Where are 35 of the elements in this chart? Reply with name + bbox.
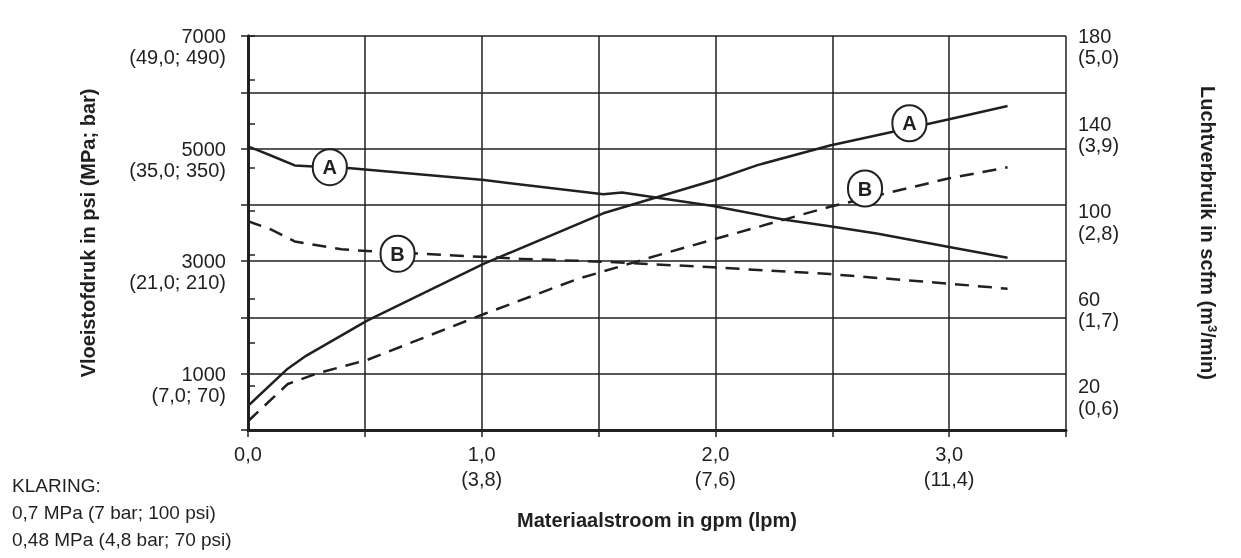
x-axis-title: Materiaalstroom in gpm (lpm) [516, 509, 798, 531]
text: (7,0; 70) [151, 383, 226, 406]
annotation: A [902, 112, 917, 135]
y-tick-label: 5000 [181, 137, 226, 160]
annotation: B [390, 242, 405, 265]
y2-tick-label: 60 [1078, 287, 1101, 310]
annotation: B [857, 177, 873, 200]
y3-tick-label: (1,7) [1078, 309, 1120, 332]
x-tick-label: 3,0 [935, 443, 964, 465]
y2-tick-label: 100 [1078, 200, 1112, 223]
x2-tick-label: (7,6) [694, 468, 736, 490]
y3-tick-label: (3,9) [1078, 134, 1120, 157]
y-tick-label: 3000 [181, 250, 226, 273]
text: 0,7 MPa (7 bar; 100 psi) [12, 502, 216, 523]
y-tick-label: 7000 [181, 25, 226, 47]
y3-tick-label: (2,8) [1078, 221, 1120, 244]
text: KLARING: [12, 475, 101, 496]
x2-tick-label: (3,8) [461, 468, 503, 490]
text: 0,48 MPa (4,8 bar; 70 psi) [12, 529, 232, 550]
text: (49,0; 490) [129, 46, 226, 68]
annotation: A [322, 156, 338, 179]
x-tick-label: 2,0 [701, 443, 730, 465]
y-tick-label: 1000 [181, 362, 226, 385]
y-axis-title: Vloeistofdruk in psi (MPa; bar) [77, 88, 99, 378]
text: (35,0; 350) [129, 158, 226, 181]
x-tick-label: 0,0 [234, 443, 262, 465]
x2-tick-label: (11,4) [923, 468, 975, 490]
y2-tick-label: 20 [1078, 375, 1101, 398]
y3-tick-label: (0,6) [1078, 396, 1120, 419]
y2-tick-label: 180 [1078, 25, 1112, 47]
text: (21,0; 210) [129, 271, 226, 294]
y2-tick-label: 140 [1078, 112, 1112, 135]
x-tick-label: 1,0 [467, 443, 496, 465]
y3-tick-label: (5,0) [1078, 46, 1120, 69]
y2-axis-title: Luchtverbruik in scfm (m3/min) [1196, 86, 1220, 380]
